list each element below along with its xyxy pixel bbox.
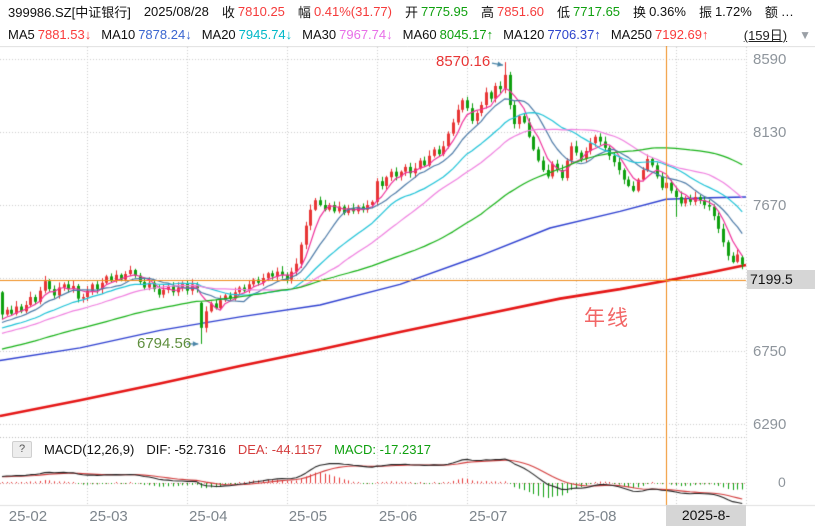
macd-zero-label: 0 — [778, 474, 786, 490]
ma-field: MA20 7945.74↓ — [201, 27, 293, 42]
crosshair-price-badge: 7199.5 — [747, 270, 815, 289]
y-axis-label: 8590 — [753, 51, 787, 68]
quote-fields: 收 7810.25 幅 0.41%(31.77) 开 7775.95 高 7851.60 低 77… — [222, 2, 794, 21]
y-axis-label: 6290 — [753, 415, 787, 433]
x-axis-label: 25-04 — [189, 508, 228, 525]
x-axis: 25-02 25-03 25-04 25-05 25-06 25-07 25-08 — [0, 506, 815, 527]
x-axis-label: 25-05 — [288, 508, 328, 525]
x-axis-label: 25-06 — [378, 508, 418, 525]
x-axis-label: 25-03 — [89, 508, 128, 525]
symbol-name: 399986.SZ[中证银行] — [8, 5, 131, 20]
macd-name[interactable]: MACD(12,26,9) — [44, 442, 135, 457]
period-selector[interactable]: (159日) — [743, 28, 788, 43]
ma-values: MA5 7881.53↓ MA10 7878.24↓ MA20 7945.74↓ MA30 7… — [8, 27, 709, 42]
ma-field: MA30 7967.74↓ — [302, 27, 393, 42]
y-axis-label: 6750 — [753, 342, 787, 360]
y-axis-label: 7670 — [753, 196, 787, 214]
macd-dif-value: DIF: -52.7316 — [146, 442, 226, 457]
quote-field: 额… — [764, 4, 794, 20]
quote-field: 幅 0.41%(31.77) — [297, 4, 392, 20]
annual-line-label: 年线 — [584, 307, 630, 330]
crosshair-date-badge: 2025-8-28(四) — [666, 505, 746, 526]
quote-header: 399986.SZ[中证银行] 2025/08/28 收 7810.25 幅 0.41… — [0, 0, 815, 23]
quote-field: 振 1.72% — [698, 4, 752, 20]
quote-field: 高 7851.60 — [481, 4, 545, 20]
ma-field: MA10 7878.24↓ — [101, 27, 192, 42]
macd-header: ? MACD(12,26,9) DIF: -52.7316 DEA: -44.1… — [12, 441, 431, 458]
candlestick-chart[interactable] — [0, 46, 815, 527]
x-axis-label: 25-07 — [469, 508, 508, 525]
macd-dea-value: DEA: -44.1157 — [237, 442, 323, 457]
ma-field: MA250 7192.69↑ — [610, 27, 709, 42]
ma-header: MA5 7881.53↓ MA10 7878.24↓ MA20 7945.74↓ MA30 7… — [0, 23, 815, 47]
quote-field: 收 7810.25 — [221, 4, 285, 20]
ma-field: MA5 7881.53↓ — [8, 27, 92, 42]
ma-field: MA120 7706.37↑ — [503, 27, 601, 42]
macd-hist-value: MACD: -17.2317 — [334, 442, 431, 457]
quote-date: 2025/08/28 — [143, 4, 209, 19]
low-price-label: 6794.56 — [137, 335, 192, 352]
high-price-label: 8570.16 — [436, 53, 491, 70]
ma-field: MA60 8045.17↑ — [402, 27, 494, 42]
x-axis-label: 25-08 — [578, 508, 617, 525]
dropdown-triangle-icon[interactable]: ▼ — [799, 27, 811, 42]
y-axis-label: 8130 — [753, 123, 787, 141]
quote-field: 换 0.36% — [633, 4, 686, 20]
x-axis-label: 25-02 — [8, 508, 48, 525]
quote-field: 开 7775.95 — [405, 4, 469, 20]
macd-help-button[interactable]: ? — [12, 441, 32, 458]
chart-area: 8590 8130 7670 6750 6290 7199.5 0 8570.16 67… — [0, 46, 815, 527]
quote-field: 低 7717.65 — [557, 4, 621, 20]
